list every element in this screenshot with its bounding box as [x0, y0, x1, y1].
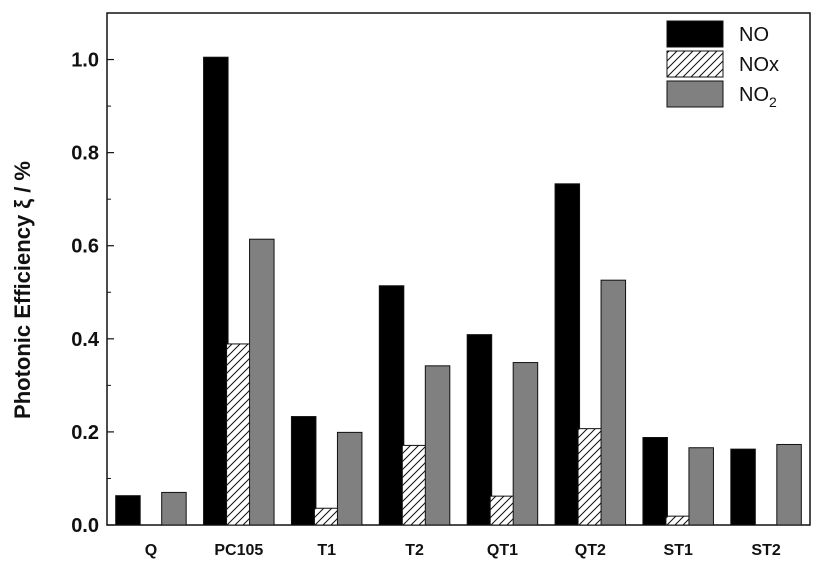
plot-frame: [106, 12, 811, 526]
x-tick-label: T2: [405, 542, 424, 559]
x-tick-label: T1: [317, 542, 336, 559]
y-tick-label: 0.4: [71, 329, 100, 351]
y-tick-label: 0.6: [71, 236, 99, 258]
x-tick-label: PC105: [214, 542, 263, 559]
bar-no-t2: [378, 285, 405, 526]
y-axis-label: Photonic Efficiency ξ / %: [10, 161, 35, 419]
bar-nox-pc105: [226, 343, 252, 526]
bar-no2-qt2: [600, 279, 627, 526]
bar-nox-st1: [665, 515, 691, 526]
bar-nox-qt1: [489, 495, 516, 526]
bar-no-qt2: [554, 183, 581, 526]
bar-no-st1: [642, 436, 668, 526]
bar-no2-st2: [776, 443, 802, 526]
legend-swatch-nox: [666, 50, 724, 78]
bar-no2-st1: [688, 447, 714, 526]
x-tick-label: Q: [145, 542, 157, 559]
y-tick-label: 0.0: [71, 515, 99, 537]
y-axis: 0.0 0.2 0.4 0.6 0.8 1.0: [71, 50, 114, 537]
y-tick-label: 1.0: [71, 50, 99, 72]
legend-label-nox: NOx: [739, 54, 779, 76]
bar-no2-t1: [336, 431, 363, 526]
legend-swatch-no: [666, 20, 724, 48]
bar-no2-t2: [424, 365, 451, 526]
y-tick-label: 0.8: [71, 143, 99, 165]
bars-group: [115, 56, 802, 526]
y-tick-label: 0.2: [71, 422, 99, 444]
bar-nox-qt2: [577, 428, 604, 526]
bar-nox-t2: [401, 444, 428, 526]
legend-label-no: NO: [739, 24, 769, 46]
bar-no2-q: [161, 491, 187, 526]
x-tick-label: QT1: [487, 542, 518, 559]
bar-nox-t1: [313, 507, 340, 526]
bar-no-t1: [290, 416, 317, 526]
bar-no-pc105: [203, 56, 229, 526]
bar-no-qt1: [466, 334, 493, 526]
x-tick-label: QT2: [575, 542, 606, 559]
x-tick-label: ST1: [664, 542, 693, 559]
legend-label-no2: NO2: [739, 84, 777, 110]
bar-no-st2: [730, 448, 756, 526]
legend-swatch-no2: [666, 80, 724, 108]
bar-no2-qt1: [512, 362, 539, 526]
x-axis: Q PC105 T1 T2 QT1 QT2 ST1 ST2: [145, 542, 781, 559]
bar-no-q: [115, 495, 141, 526]
legend: NO NOx NO2: [666, 20, 779, 110]
x-tick-label: ST2: [751, 542, 780, 559]
legend-label-subscript: 2: [769, 94, 777, 110]
bar-no2-pc105: [249, 238, 275, 526]
